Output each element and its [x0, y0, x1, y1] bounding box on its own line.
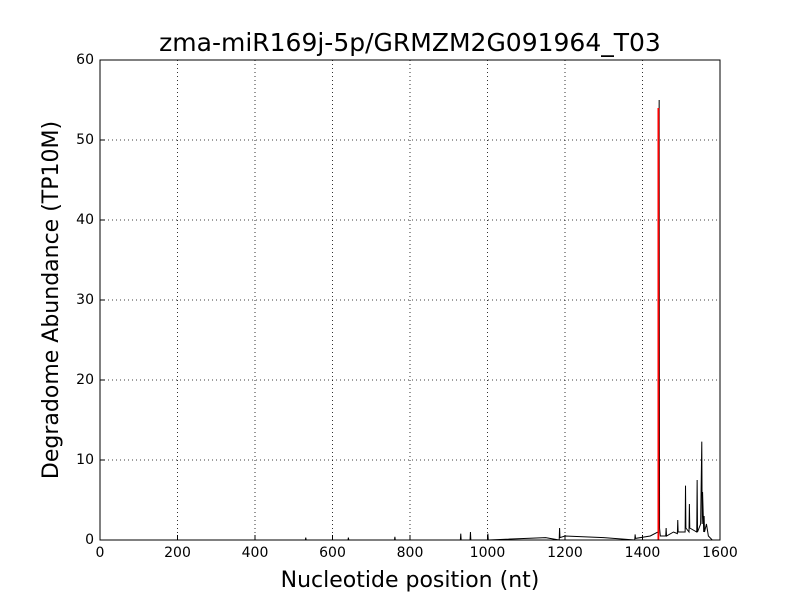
y-tick-label: 0	[85, 532, 94, 548]
y-tick-label: 60	[76, 52, 94, 68]
y-tick-label: 40	[76, 212, 94, 228]
y-tick-label: 10	[76, 452, 94, 468]
y-tick-label: 50	[76, 132, 94, 148]
y-tick-label: 30	[76, 292, 94, 308]
x-tick-label: 1600	[702, 545, 738, 561]
x-tick-label: 1400	[625, 545, 661, 561]
x-tick-label: 400	[242, 545, 269, 561]
plot-frame	[99, 59, 721, 541]
x-axis-label: Nucleotide position (nt)	[281, 568, 540, 593]
x-tick-label: 1200	[547, 545, 583, 561]
x-tick-label: 600	[319, 545, 346, 561]
y-axis-label: Degradome Abundance (TP10M)	[39, 121, 64, 479]
x-tick-label: 0	[96, 545, 105, 561]
x-tick-label: 200	[164, 545, 191, 561]
x-tick-label: 1000	[470, 545, 506, 561]
chart-title: zma-miR169j-5p/GRMZM2G091964_T03	[159, 28, 661, 57]
x-tick-label: 800	[397, 545, 424, 561]
y-tick-label: 20	[76, 372, 94, 388]
